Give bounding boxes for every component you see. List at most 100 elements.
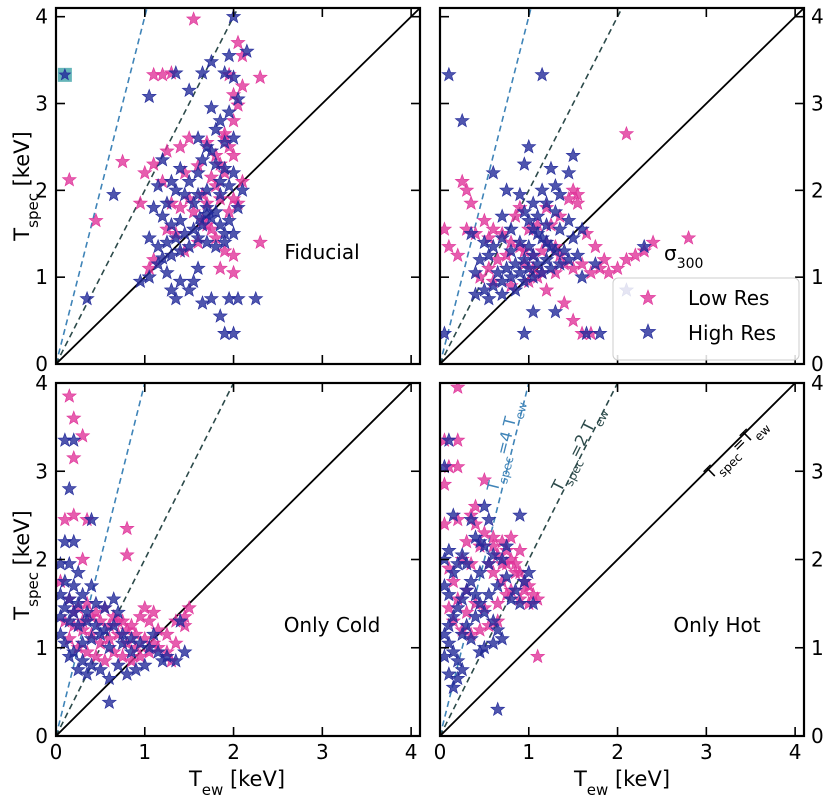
data-point (177, 225, 193, 241)
y-tick-label: 3 (811, 92, 824, 116)
data-point (565, 260, 581, 276)
data-point (450, 383, 466, 394)
data-point (145, 604, 162, 619)
data-point (574, 221, 590, 236)
plot-area (56, 383, 413, 736)
data-point (190, 164, 206, 180)
data-point (141, 269, 157, 284)
data-point (234, 182, 251, 197)
data-point (66, 410, 82, 425)
data-point (529, 256, 546, 271)
data-point (168, 635, 184, 650)
data-point (445, 507, 461, 522)
data-point (538, 195, 555, 210)
data-point (217, 134, 233, 150)
x-tick-label: 2 (227, 740, 240, 764)
data-point (79, 290, 95, 306)
ref-line-1x (440, 383, 797, 736)
data-point (552, 256, 568, 271)
panel-3: 0 1 2 3 4 0 1 2 3 4 Only Cold (35, 371, 422, 764)
data-point (516, 203, 533, 219)
data-point (163, 173, 180, 189)
x-tick-label: 0 (434, 740, 447, 764)
data-point (440, 458, 453, 474)
data-point (485, 238, 501, 254)
data-point (516, 251, 533, 267)
data-point (525, 195, 541, 210)
data-point (61, 613, 77, 628)
data-point (141, 88, 157, 104)
data-point (494, 551, 510, 567)
data-point (618, 251, 635, 267)
data-point (547, 177, 564, 193)
data-point (217, 234, 233, 249)
y-tick-label: 0 (35, 352, 48, 376)
data-point (494, 273, 510, 289)
ref-line-1x (56, 8, 420, 364)
data-point (145, 156, 162, 171)
data-point (507, 582, 524, 597)
data-point (450, 652, 466, 668)
data-point (556, 295, 572, 310)
data-point (181, 82, 197, 98)
legend-marker-high-res (639, 323, 657, 340)
data-point (83, 657, 100, 672)
data-point (208, 238, 224, 254)
data-point (97, 652, 113, 668)
data-point (454, 547, 470, 562)
data-point (106, 591, 122, 606)
data-point (498, 538, 515, 553)
data-point (490, 595, 506, 611)
data-point (485, 221, 501, 236)
data-point (79, 666, 95, 681)
data-point (592, 325, 608, 341)
data-point (79, 604, 95, 619)
data-point (521, 260, 537, 276)
data-point (445, 644, 461, 659)
data-point (583, 264, 599, 280)
data-point (252, 234, 268, 249)
data-point (212, 186, 228, 202)
data-point (587, 238, 604, 254)
data-point (507, 282, 524, 297)
data-point (490, 264, 506, 280)
data-point (61, 388, 77, 403)
y-tick-label: 3 (35, 92, 48, 116)
legend-label-high-res: High Res (688, 321, 776, 345)
data-point (225, 264, 242, 280)
data-point (485, 164, 501, 180)
data-point (569, 195, 586, 210)
data-point (221, 212, 237, 228)
data-point (494, 555, 510, 571)
data-point (132, 195, 149, 210)
data-point (56, 586, 69, 602)
data-point (168, 290, 184, 306)
data-point (141, 639, 157, 655)
data-point (440, 516, 453, 531)
legend: Low Res High Res (612, 277, 800, 361)
y-tick-label: 4 (35, 371, 48, 395)
data-point (137, 599, 153, 615)
data-point (88, 595, 104, 611)
data-point (79, 613, 95, 628)
x-tick-label: 1 (522, 740, 535, 764)
data-point (561, 251, 577, 267)
data-point (454, 626, 470, 642)
data-point (199, 182, 215, 197)
data-point (217, 243, 233, 258)
data-point (512, 507, 528, 522)
data-point (185, 11, 202, 26)
data-point (132, 635, 149, 650)
data-point (172, 273, 188, 289)
data-point (230, 91, 246, 106)
data-point (441, 542, 457, 558)
data-point (441, 238, 457, 254)
data-point (494, 230, 510, 245)
data-point (114, 153, 131, 169)
data-point (88, 617, 104, 633)
data-point (494, 630, 510, 646)
data-point (212, 190, 228, 206)
data-point (601, 264, 617, 280)
data-point (154, 208, 171, 223)
